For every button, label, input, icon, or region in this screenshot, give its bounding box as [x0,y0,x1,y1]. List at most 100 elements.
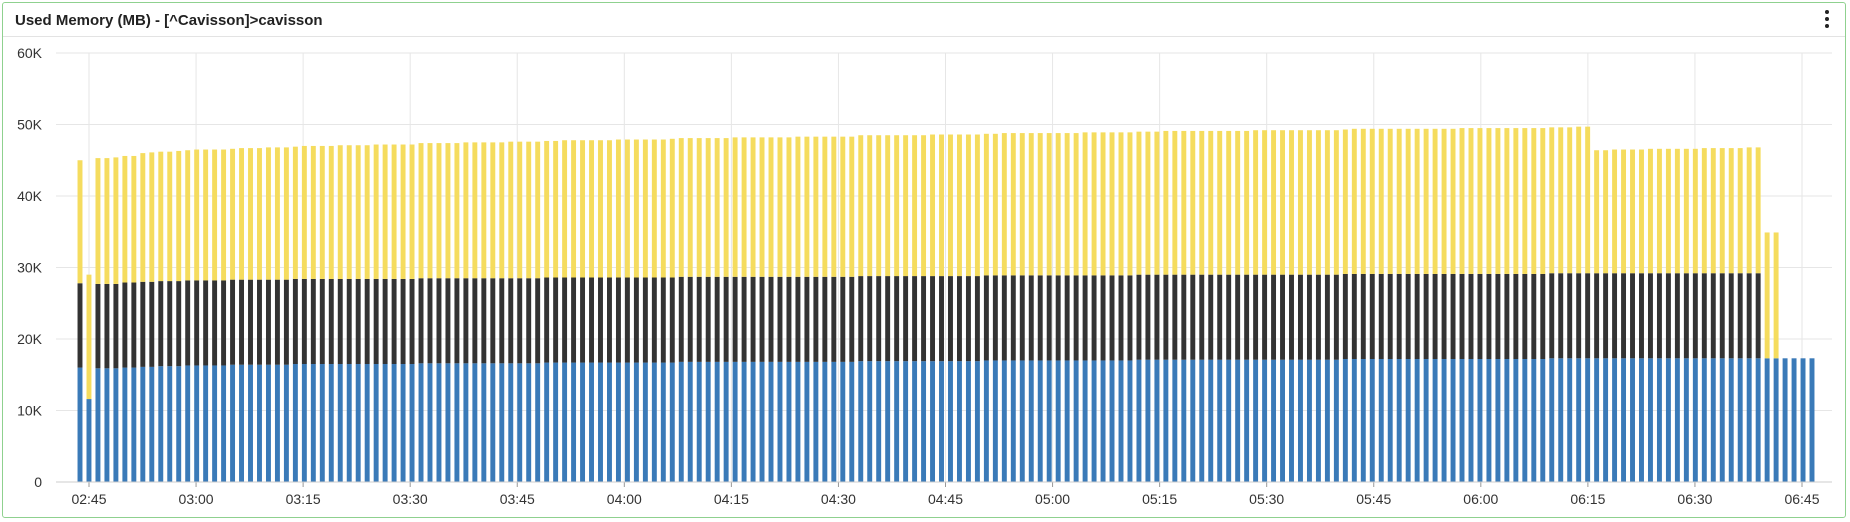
bar-segment-dark [903,276,909,362]
bar-segment-dark [1621,273,1627,359]
bar-segment-yellow [436,143,442,279]
bar-segment-yellow [1118,132,1124,276]
bar-segment-dark [346,278,352,365]
bar-segment-blue [1369,359,1375,482]
bar-segment-yellow [1656,148,1662,274]
bar-segment-yellow [499,142,505,279]
bar-segment-yellow [804,136,810,277]
bar-segment-blue [1612,358,1618,482]
bar-segment-yellow [669,138,675,278]
bar-segment-blue [741,361,747,482]
bar-segment-dark [1450,273,1456,360]
bar-segment-dark [517,278,523,364]
bar-segment-blue [894,361,900,482]
bar-segment-yellow [1082,132,1088,276]
bar-segment-yellow [221,149,227,281]
bar-segment-dark [759,276,765,362]
bar-segment-dark [1459,273,1465,360]
bar-segment-yellow [167,151,173,282]
bar-segment-yellow [1244,130,1250,275]
bar-segment-blue [77,367,83,482]
bar-segment-blue [786,361,792,482]
bar-segment-dark [930,276,936,362]
bar-segment-blue [454,363,460,482]
bar-segment-blue [526,363,532,482]
bar-segment-yellow [158,151,164,282]
bar-segment-yellow [1459,128,1465,274]
bar-segment-dark [535,278,541,364]
bar-segment-yellow [463,142,469,279]
bar-segment-blue [1028,360,1034,482]
bar-segment-yellow [86,274,92,400]
bar-segment-yellow [1073,133,1079,276]
bar-segment-dark [1360,273,1366,360]
bar-segment-blue [965,361,971,482]
bar-segment-dark [786,276,792,362]
bar-segment-dark [221,280,227,366]
bar-segment-blue [1154,359,1160,482]
bar-segment-dark [660,277,666,363]
bar-segment-blue [248,364,253,482]
bar-segment-blue [1010,360,1016,482]
bar-segment-blue [409,364,415,482]
bar-segment-dark [831,276,837,362]
bar-segment-dark [1280,274,1285,360]
bar-segment-dark [1396,273,1402,360]
bar-segment-dark [274,279,280,365]
bar-segment-yellow [122,155,128,283]
bar-segment-yellow [732,137,738,277]
bar-segment-blue [499,363,505,482]
bar-segment-blue [391,364,397,482]
bar-segment-dark [813,276,819,362]
more-options-icon[interactable] [1817,8,1837,30]
bar-segment-yellow [1253,130,1259,275]
bar-segment-dark [849,276,855,362]
bar-segment-blue [1576,358,1582,482]
bar-segment-yellow [1154,131,1160,275]
bar-segment-yellow [912,135,918,277]
bar-segment-blue [1333,359,1339,482]
bar-segment-blue [948,361,953,482]
bar-segment-blue [230,364,236,482]
bar-segment-blue [1190,359,1196,482]
bar-segment-blue [1495,359,1501,482]
bar-segment-blue [930,361,936,482]
bar-segment-yellow [472,142,478,279]
bar-segment-dark [912,276,918,362]
bar-segment-blue [1791,358,1797,482]
bar-segment-yellow [1728,148,1734,274]
bar-segment-yellow [257,148,262,280]
bar-segment-yellow [283,147,289,280]
bar-segment-blue [194,365,200,482]
bar-segment-dark [1432,273,1438,360]
x-tick-label: 03:00 [179,491,214,507]
bar-segment-dark [1585,273,1591,359]
bar-segment-blue [337,364,343,482]
bar-segment-blue [328,364,334,482]
bar-segment-blue [1046,360,1052,482]
bar-segment-blue [1683,358,1689,482]
bar-segment-dark [705,276,711,362]
bar-segment-yellow [598,140,603,278]
bar-segment-dark [257,279,262,365]
bar-segment-dark [974,276,980,362]
bar-segment-dark [1755,273,1761,359]
bar-segment-dark [615,277,621,363]
bar-segment-dark [1055,275,1061,361]
bar-segment-yellow [624,139,630,278]
bar-segment-dark [526,278,532,364]
bar-segment-dark [1289,274,1294,360]
bar-segment-yellow [1019,133,1025,276]
bar-segment-yellow [544,140,550,278]
bar-segment-yellow [194,149,200,281]
bar-segment-dark [1342,273,1348,360]
bar-segment-dark [364,278,370,365]
bar-segment-dark [1683,273,1689,359]
bar-segment-dark [445,278,451,364]
bar-segment-yellow [553,140,559,278]
bar-segment-blue [624,362,630,482]
bar-segment-dark [939,276,944,362]
bar-segment-blue [544,362,550,482]
bar-segment-blue [822,361,828,482]
bar-segment-blue [1118,360,1124,482]
